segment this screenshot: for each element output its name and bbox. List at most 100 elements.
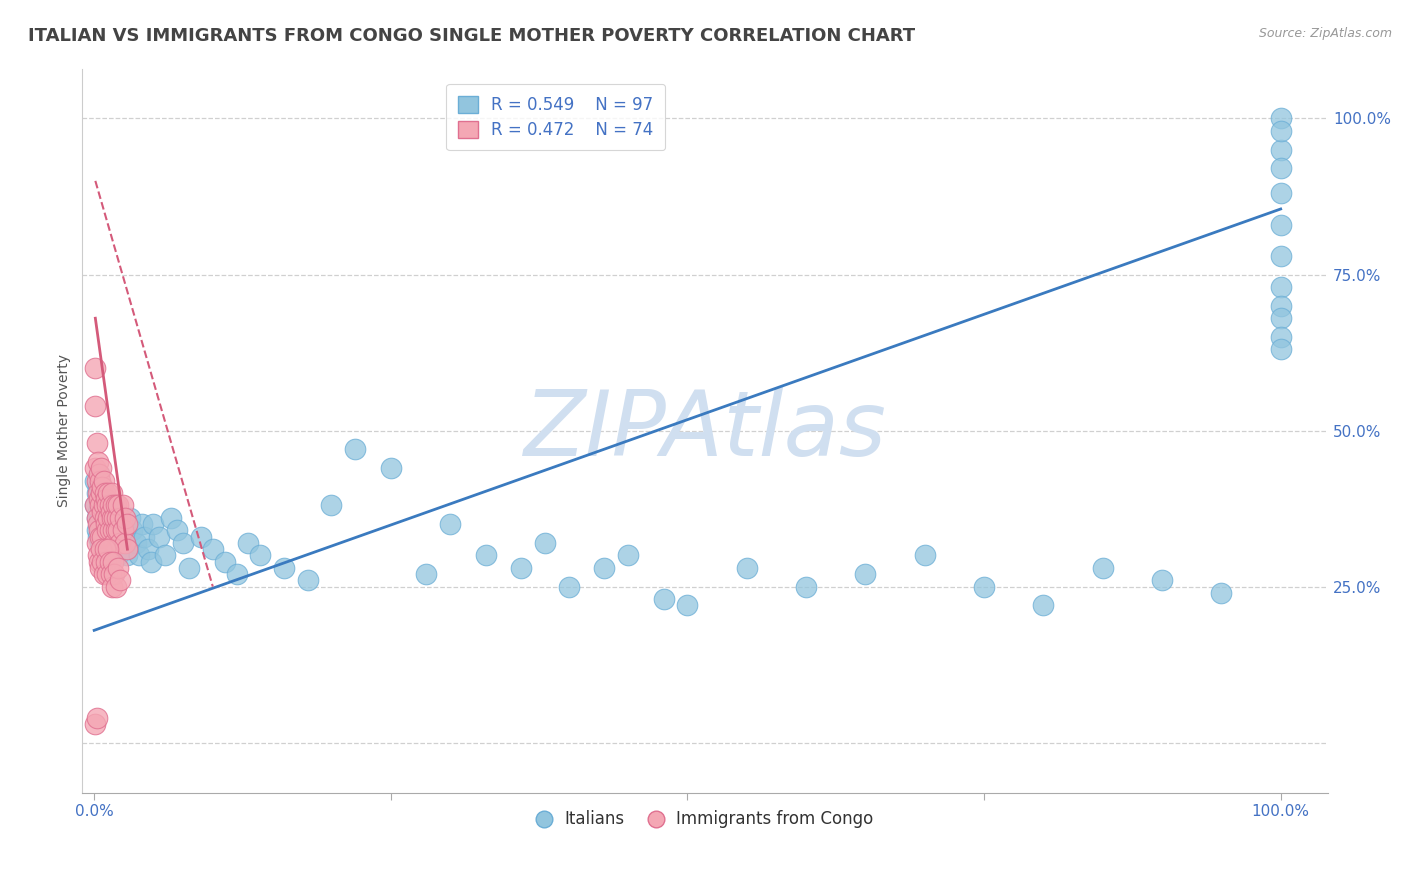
Point: [110, 536, 132, 550]
Point: [676, 599, 699, 613]
Point: [142, 517, 165, 532]
Point: [172, 536, 194, 550]
Point: [91, 530, 114, 544]
Point: [94, 542, 117, 557]
Y-axis label: Single Mother Poverty: Single Mother Poverty: [58, 354, 72, 507]
Point: [321, 499, 343, 513]
Point: [86, 436, 108, 450]
Point: [1270, 311, 1292, 326]
Point: [96, 536, 118, 550]
Point: [136, 542, 159, 557]
Point: [86, 517, 108, 532]
Point: [84, 474, 107, 488]
Point: [1270, 124, 1292, 138]
Point: [380, 461, 402, 475]
Point: [201, 542, 224, 557]
Point: [114, 511, 136, 525]
Point: [190, 530, 212, 544]
Point: [101, 524, 124, 538]
Point: [439, 517, 461, 532]
Point: [225, 567, 247, 582]
Point: [131, 517, 153, 532]
Point: [125, 536, 148, 550]
Point: [87, 492, 110, 507]
Point: [86, 474, 108, 488]
Point: [107, 524, 129, 538]
Point: [114, 536, 136, 550]
Point: [86, 536, 108, 550]
Point: [89, 499, 111, 513]
Point: [86, 511, 108, 525]
Point: [89, 511, 111, 525]
Point: [1270, 330, 1292, 344]
Point: [93, 524, 115, 538]
Point: [100, 505, 122, 519]
Point: [98, 549, 121, 563]
Point: [101, 555, 124, 569]
Point: [98, 524, 121, 538]
Point: [84, 461, 107, 475]
Point: [93, 474, 115, 488]
Point: [617, 549, 640, 563]
Point: [93, 567, 115, 582]
Point: [87, 467, 110, 482]
Point: [105, 511, 128, 525]
Point: [111, 499, 134, 513]
Point: [132, 530, 155, 544]
Point: [415, 567, 437, 582]
Point: [105, 536, 128, 550]
Point: [87, 517, 110, 532]
Point: [89, 474, 111, 488]
Point: [93, 499, 115, 513]
Point: [91, 480, 114, 494]
Point: [87, 467, 110, 482]
Point: [177, 561, 200, 575]
Point: [104, 499, 127, 513]
Point: [96, 511, 118, 525]
Point: [101, 499, 124, 513]
Point: [1032, 599, 1054, 613]
Point: [121, 524, 143, 538]
Point: [93, 499, 115, 513]
Point: [101, 486, 124, 500]
Point: [97, 524, 120, 538]
Point: [1270, 143, 1292, 157]
Point: [534, 536, 557, 550]
Point: [166, 524, 188, 538]
Point: [96, 524, 118, 538]
Point: [973, 580, 995, 594]
Point: [87, 555, 110, 569]
Point: [101, 580, 124, 594]
Point: [98, 499, 121, 513]
Point: [160, 511, 183, 525]
Point: [84, 717, 107, 731]
Point: [90, 486, 112, 500]
Point: [96, 567, 118, 582]
Point: [1091, 561, 1114, 575]
Point: [107, 561, 129, 575]
Point: [238, 536, 260, 550]
Point: [249, 549, 271, 563]
Point: [84, 499, 107, 513]
Point: [128, 549, 150, 563]
Point: [297, 574, 319, 588]
Point: [593, 561, 616, 575]
Point: [855, 567, 877, 582]
Point: [91, 555, 114, 569]
Point: [344, 442, 367, 457]
Point: [1150, 574, 1173, 588]
Point: [94, 517, 117, 532]
Point: [89, 530, 111, 544]
Point: [214, 555, 236, 569]
Legend: Italians, Immigrants from Congo: Italians, Immigrants from Congo: [530, 804, 880, 835]
Point: [84, 499, 107, 513]
Point: [1270, 186, 1292, 201]
Point: [90, 542, 112, 557]
Point: [101, 511, 124, 525]
Point: [98, 555, 121, 569]
Point: [104, 580, 127, 594]
Point: [94, 530, 117, 544]
Point: [86, 486, 108, 500]
Point: [1270, 299, 1292, 313]
Point: [86, 711, 108, 725]
